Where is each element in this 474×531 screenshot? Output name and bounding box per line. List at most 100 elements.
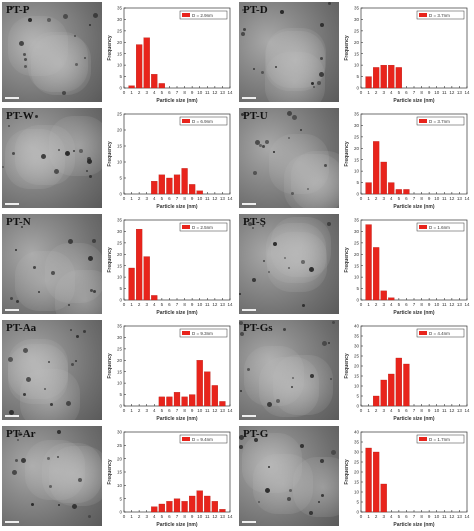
nanoparticle	[10, 6, 13, 9]
scale-bar	[5, 97, 19, 99]
nanoparticle	[70, 329, 72, 331]
x-tick-label: 3	[382, 514, 385, 519]
nanoparticle	[287, 497, 291, 501]
histogram-bar	[388, 297, 395, 301]
x-tick-label: 1	[130, 408, 133, 413]
nanoparticle	[262, 225, 264, 227]
x-axis-title: Particle size (nm)	[393, 522, 434, 528]
x-tick-label: 0	[360, 408, 363, 413]
histogram-bar	[196, 190, 203, 195]
x-tick-label: 10	[434, 90, 440, 95]
histogram-bar	[151, 295, 158, 301]
x-tick-label: 10	[434, 408, 440, 413]
histogram-bar	[204, 495, 211, 513]
histogram-bar	[196, 490, 203, 513]
tem-support-region	[28, 32, 88, 92]
x-tick-label: 12	[212, 90, 218, 95]
legend-box	[416, 222, 465, 232]
nanoparticle	[16, 300, 19, 303]
nanoparticle	[87, 159, 92, 164]
nanoparticle	[283, 328, 286, 331]
legend-label: D = 4.4nm	[429, 331, 450, 336]
histogram-bar	[380, 483, 387, 513]
x-tick-label: 8	[183, 302, 186, 307]
x-tick-label: 11	[442, 514, 447, 519]
tem-image: PT-W	[2, 108, 102, 208]
sample-label: PT-N	[6, 216, 31, 228]
tem-image: PT-P	[2, 2, 102, 102]
x-tick-label: 13	[457, 90, 463, 95]
nanoparticle	[47, 18, 51, 22]
nanoparticle	[8, 125, 10, 127]
nanoparticle	[240, 390, 242, 392]
y-tick-label: 40	[354, 430, 360, 435]
nanoparticle	[23, 393, 26, 396]
x-tick-label: 0	[123, 90, 126, 95]
x-tick-label: 9	[191, 408, 194, 413]
nanoparticle	[71, 363, 74, 366]
legend-box	[416, 10, 465, 20]
legend-box	[179, 116, 228, 126]
x-tick-label: 12	[449, 90, 455, 95]
nanoparticle	[276, 399, 280, 403]
nanoparticle	[322, 341, 327, 346]
x-tick-label: 13	[220, 196, 226, 201]
nanoparticle	[287, 111, 292, 116]
histogram-bar	[373, 395, 380, 407]
x-tick-label: 2	[138, 90, 141, 95]
x-tick-label: 4	[390, 302, 393, 307]
x-axis-title: Particle size (nm)	[156, 522, 197, 528]
x-tick-label: 0	[123, 196, 126, 201]
x-tick-label: 14	[464, 514, 470, 519]
y-tick-label: 20	[117, 358, 123, 363]
y-tick-label: 35	[117, 218, 123, 223]
y-axis-title: Frequency	[344, 35, 350, 61]
x-tick-label: 1	[130, 196, 133, 201]
x-tick-label: 7	[413, 90, 416, 95]
panel: PT-G 0 5 10 15 20 25 30 35 40 0 1 2 3 4 5 6 7 8 9 10 11 12 13 14…	[237, 424, 474, 530]
nanoparticle	[320, 23, 324, 27]
x-tick-label: 2	[138, 196, 141, 201]
y-axis-title: Frequency	[107, 35, 113, 61]
x-tick-label: 10	[197, 408, 203, 413]
histogram-bar	[380, 290, 387, 301]
x-tick-label: 13	[457, 302, 463, 307]
nanoparticle	[265, 140, 269, 144]
y-tick-label: 0	[119, 404, 122, 409]
x-tick-label: 8	[420, 196, 423, 201]
y-tick-label: 5	[119, 74, 122, 79]
x-tick-label: 4	[153, 302, 156, 307]
nanoparticle	[268, 466, 270, 468]
y-tick-label: 15	[354, 51, 360, 56]
y-tick-label: 15	[117, 263, 123, 268]
nanoparticle	[300, 444, 304, 448]
nanoparticle	[57, 430, 61, 434]
histogram-bar	[211, 501, 218, 513]
histogram-bar	[395, 67, 402, 89]
y-tick-label: 20	[117, 40, 123, 45]
x-tick-label: 3	[145, 196, 148, 201]
x-tick-label: 6	[405, 408, 408, 413]
nanoparticle	[84, 57, 86, 59]
x-tick-label: 9	[428, 514, 431, 519]
scale-bar	[242, 415, 256, 417]
y-tick-label: 15	[117, 51, 123, 56]
x-tick-label: 4	[390, 408, 393, 413]
x-tick-label: 3	[145, 514, 148, 519]
x-tick-label: 7	[176, 514, 179, 519]
nanoparticle	[253, 171, 257, 175]
x-axis-title: Particle size (nm)	[393, 310, 434, 316]
y-tick-label: 25	[117, 112, 123, 117]
nanoparticle	[331, 450, 336, 455]
nanoparticle	[267, 402, 272, 407]
legend-swatch	[182, 225, 190, 229]
x-tick-label: 11	[205, 90, 210, 95]
histogram-bar	[388, 64, 395, 89]
legend-swatch	[182, 331, 190, 335]
y-axis-title: Frequency	[344, 141, 350, 167]
x-tick-label: 0	[360, 514, 363, 519]
tem-support-region	[244, 346, 304, 406]
x-axis-title: Particle size (nm)	[156, 416, 197, 422]
x-tick-label: 11	[442, 90, 447, 95]
